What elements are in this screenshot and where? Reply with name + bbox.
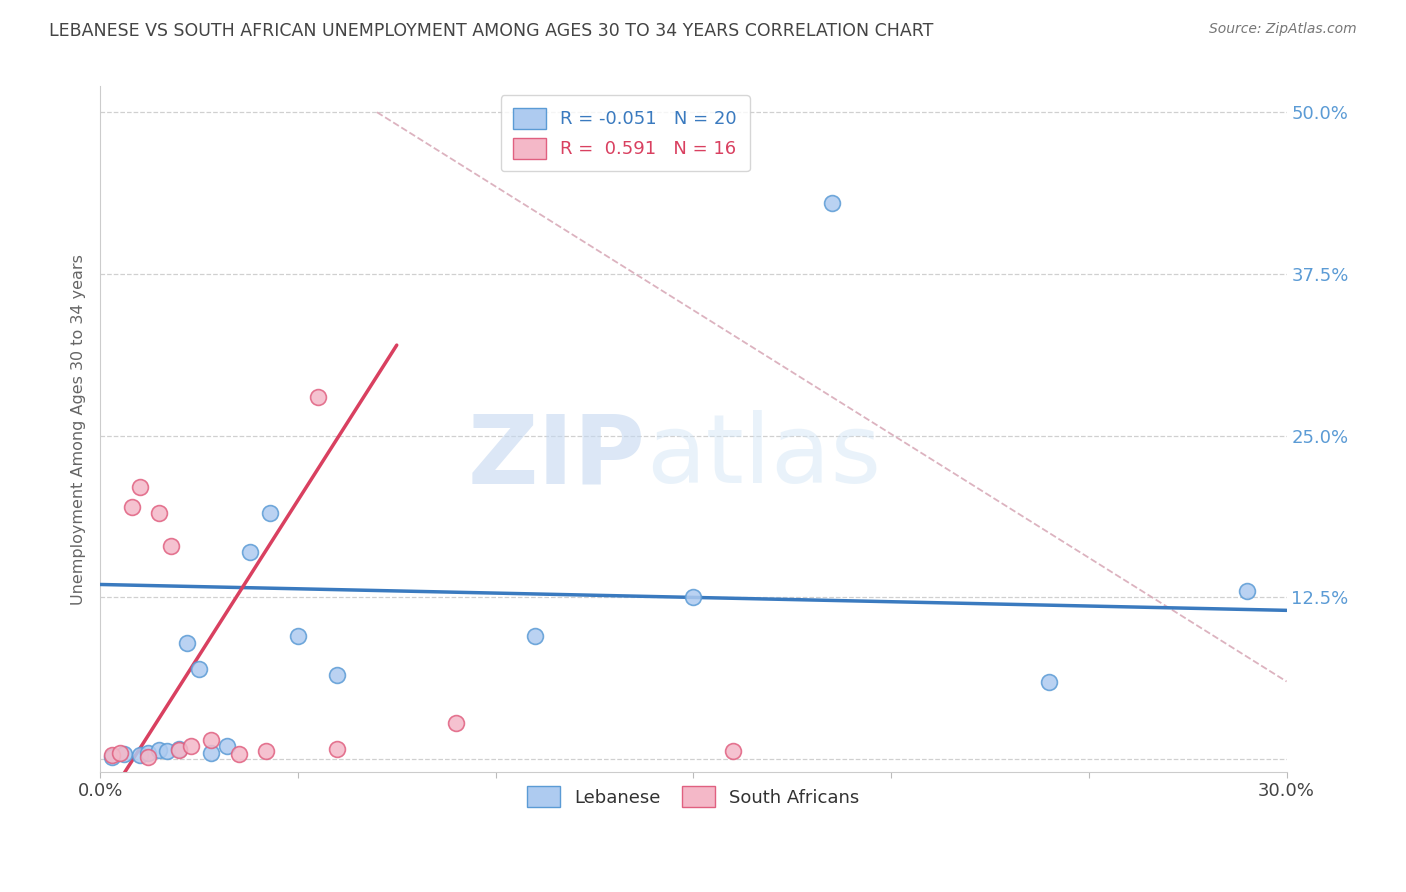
Point <box>176 636 198 650</box>
Point <box>128 748 150 763</box>
Point <box>326 741 349 756</box>
Point <box>112 747 135 761</box>
Point <box>721 744 744 758</box>
Point <box>148 743 170 757</box>
Point <box>108 746 131 760</box>
Point <box>1038 674 1060 689</box>
Point <box>239 545 262 559</box>
Point <box>228 747 250 761</box>
Point <box>254 744 277 758</box>
Point <box>287 629 309 643</box>
Point <box>444 715 467 730</box>
Point <box>200 746 222 760</box>
Point <box>128 480 150 494</box>
Point <box>136 746 159 760</box>
Point <box>136 749 159 764</box>
Point <box>307 390 329 404</box>
Point <box>188 662 211 676</box>
Y-axis label: Unemployment Among Ages 30 to 34 years: Unemployment Among Ages 30 to 34 years <box>72 254 86 605</box>
Point <box>156 744 179 758</box>
Text: Source: ZipAtlas.com: Source: ZipAtlas.com <box>1209 22 1357 37</box>
Point <box>121 500 143 514</box>
Point <box>101 748 124 763</box>
Point <box>259 506 281 520</box>
Point <box>326 668 349 682</box>
Point <box>101 749 124 764</box>
Text: atlas: atlas <box>645 410 882 503</box>
Point <box>180 739 202 754</box>
Point <box>1236 583 1258 598</box>
Point <box>167 741 190 756</box>
Legend: Lebanese, South Africans: Lebanese, South Africans <box>520 780 866 814</box>
Text: LEBANESE VS SOUTH AFRICAN UNEMPLOYMENT AMONG AGES 30 TO 34 YEARS CORRELATION CHA: LEBANESE VS SOUTH AFRICAN UNEMPLOYMENT A… <box>49 22 934 40</box>
Point <box>200 732 222 747</box>
Point <box>160 539 183 553</box>
Point <box>148 506 170 520</box>
Point <box>821 195 844 210</box>
Point <box>167 743 190 757</box>
Text: ZIP: ZIP <box>468 410 645 503</box>
Point <box>524 629 547 643</box>
Point <box>682 591 704 605</box>
Point <box>215 739 238 754</box>
